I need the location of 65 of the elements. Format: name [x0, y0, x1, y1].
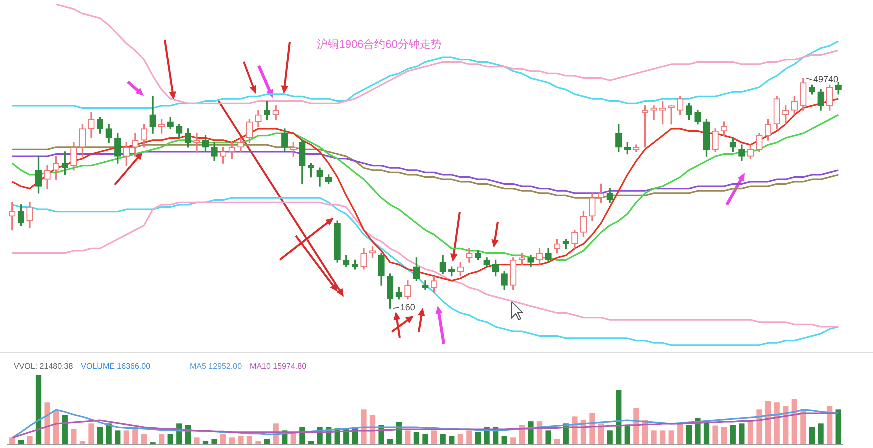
candlestick — [650, 106, 658, 120]
bar — [458, 434, 464, 445]
bar — [431, 430, 438, 445]
text: MA5 12952.00 — [190, 362, 243, 371]
bar — [668, 430, 674, 445]
bar — [730, 425, 736, 445]
bar — [686, 425, 692, 445]
bar — [300, 427, 306, 445]
bar — [141, 434, 148, 445]
bar — [229, 438, 235, 445]
annotation: 49740 — [813, 74, 838, 84]
bar — [220, 434, 226, 445]
bar — [27, 436, 33, 445]
text: VVOL: 21480.38 — [14, 362, 74, 371]
bar — [800, 410, 806, 445]
bar — [748, 420, 754, 445]
bar — [405, 430, 411, 445]
bar — [510, 438, 516, 445]
bar — [546, 430, 552, 445]
bar — [651, 430, 657, 445]
bar — [809, 427, 816, 445]
bar — [466, 430, 472, 445]
text: VOLUME 16366.00 — [81, 362, 152, 371]
bar — [88, 424, 94, 445]
bar — [54, 411, 60, 445]
text: MA10 15974.80 — [250, 362, 308, 371]
bar — [774, 402, 780, 445]
bar — [388, 439, 394, 445]
bar — [440, 434, 446, 445]
bar — [194, 438, 200, 445]
bar — [238, 436, 244, 445]
bar — [361, 410, 367, 445]
bar — [115, 430, 121, 445]
bar — [71, 429, 77, 445]
bar — [132, 429, 138, 445]
bar — [414, 432, 420, 445]
bar — [475, 432, 482, 445]
bar — [44, 402, 50, 445]
bar — [607, 430, 613, 445]
bar — [62, 415, 68, 445]
bar — [818, 424, 824, 445]
bar — [634, 408, 640, 445]
bar — [36, 375, 42, 445]
bar — [158, 434, 165, 445]
bar — [264, 439, 270, 445]
text: 沪铜1906合约60分钟走势 — [317, 38, 442, 51]
bar — [256, 441, 262, 445]
bar — [712, 426, 718, 445]
bar — [836, 410, 842, 445]
candlestick — [194, 133, 200, 152]
bar — [212, 439, 218, 445]
bar — [422, 434, 428, 445]
bar — [739, 424, 745, 445]
bar — [722, 427, 728, 445]
bar — [168, 434, 174, 445]
annotation: 160 — [400, 302, 416, 313]
bar — [678, 424, 684, 445]
bar — [756, 410, 762, 445]
bar — [106, 424, 112, 445]
bar — [97, 427, 104, 445]
bar — [124, 430, 130, 445]
bar — [554, 439, 560, 445]
bar — [660, 430, 666, 445]
bar — [616, 390, 622, 445]
bar — [826, 406, 833, 445]
